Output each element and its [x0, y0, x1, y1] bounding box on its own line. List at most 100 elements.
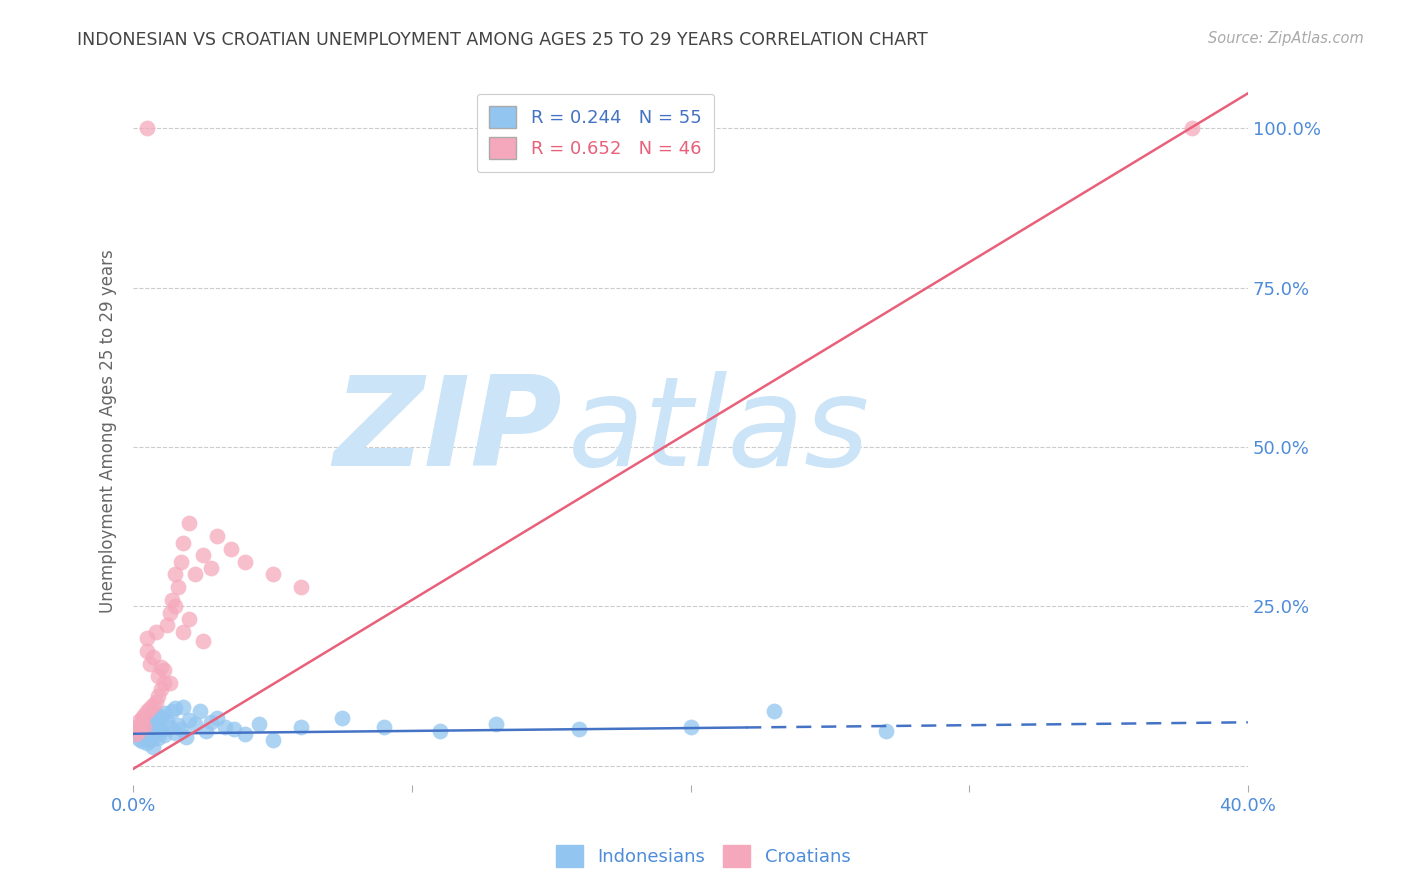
Point: [153, 675, 176, 690]
Legend: Indonesians, Croatians: Indonesians, Croatians: [548, 838, 858, 874]
Point: [188, 705, 211, 719]
Point: [679, 720, 702, 734]
Point: [131, 725, 153, 739]
Point: [156, 618, 179, 632]
Point: [139, 657, 162, 671]
Point: [205, 711, 228, 725]
Text: ZIP: ZIP: [333, 370, 562, 491]
Point: [205, 529, 228, 543]
Point: [131, 734, 153, 748]
Point: [128, 714, 150, 728]
Point: [170, 555, 193, 569]
Point: [159, 675, 181, 690]
Point: [159, 720, 181, 734]
Point: [162, 593, 184, 607]
Point: [429, 723, 451, 738]
Point: [153, 663, 176, 677]
Point: [134, 720, 156, 734]
Point: [134, 730, 156, 744]
Point: [173, 700, 195, 714]
Point: [139, 733, 162, 747]
Point: [262, 567, 284, 582]
Point: [148, 716, 170, 731]
Point: [148, 669, 170, 683]
Point: [142, 698, 165, 712]
Point: [148, 689, 170, 703]
Point: [222, 722, 245, 736]
Point: [136, 121, 159, 136]
Point: [153, 728, 176, 742]
Point: [191, 634, 214, 648]
Point: [194, 723, 217, 738]
Y-axis label: Unemployment Among Ages 25 to 29 years: Unemployment Among Ages 25 to 29 years: [100, 249, 117, 613]
Point: [125, 723, 148, 738]
Point: [139, 701, 162, 715]
Point: [139, 715, 162, 730]
Point: [373, 720, 395, 734]
Point: [142, 650, 165, 665]
Point: [159, 606, 181, 620]
Point: [177, 516, 200, 531]
Text: INDONESIAN VS CROATIAN UNEMPLOYMENT AMONG AGES 25 TO 29 YEARS CORRELATION CHART: INDONESIAN VS CROATIAN UNEMPLOYMENT AMON…: [77, 31, 928, 49]
Point: [145, 707, 167, 722]
Point: [131, 717, 153, 731]
Point: [233, 727, 256, 741]
Text: Source: ZipAtlas.com: Source: ZipAtlas.com: [1208, 31, 1364, 46]
Point: [219, 541, 242, 556]
Point: [136, 631, 159, 645]
Point: [165, 725, 187, 739]
Point: [134, 722, 156, 736]
Point: [142, 739, 165, 754]
Point: [875, 723, 897, 738]
Point: [214, 720, 236, 734]
Point: [1181, 121, 1204, 136]
Point: [128, 731, 150, 746]
Point: [153, 706, 176, 721]
Point: [150, 682, 173, 697]
Point: [173, 624, 195, 639]
Point: [125, 727, 148, 741]
Point: [125, 720, 148, 734]
Point: [125, 728, 148, 742]
Point: [183, 567, 205, 582]
Point: [568, 722, 591, 736]
Point: [134, 707, 156, 722]
Point: [165, 599, 187, 614]
Point: [200, 715, 222, 730]
Point: [134, 714, 156, 728]
Point: [148, 731, 170, 746]
Point: [167, 580, 190, 594]
Point: [233, 555, 256, 569]
Point: [177, 612, 200, 626]
Point: [145, 727, 167, 741]
Point: [484, 717, 506, 731]
Point: [183, 717, 205, 731]
Point: [136, 736, 159, 750]
Point: [191, 549, 214, 563]
Point: [330, 711, 353, 725]
Point: [150, 723, 173, 738]
Point: [167, 718, 190, 732]
Point: [262, 733, 284, 747]
Point: [290, 720, 312, 734]
Point: [128, 723, 150, 738]
Point: [162, 705, 184, 719]
Point: [131, 717, 153, 731]
Point: [150, 660, 173, 674]
Point: [142, 711, 165, 725]
Point: [131, 711, 153, 725]
Point: [136, 705, 159, 719]
Point: [145, 624, 167, 639]
Point: [128, 720, 150, 734]
Point: [173, 535, 195, 549]
Point: [156, 714, 179, 728]
Text: atlas: atlas: [568, 370, 870, 491]
Point: [200, 561, 222, 575]
Point: [165, 567, 187, 582]
Point: [150, 709, 173, 723]
Legend: R = 0.244   N = 55, R = 0.652   N = 46: R = 0.244 N = 55, R = 0.652 N = 46: [477, 94, 714, 172]
Point: [763, 705, 786, 719]
Point: [290, 580, 312, 594]
Point: [145, 722, 167, 736]
Point: [165, 701, 187, 715]
